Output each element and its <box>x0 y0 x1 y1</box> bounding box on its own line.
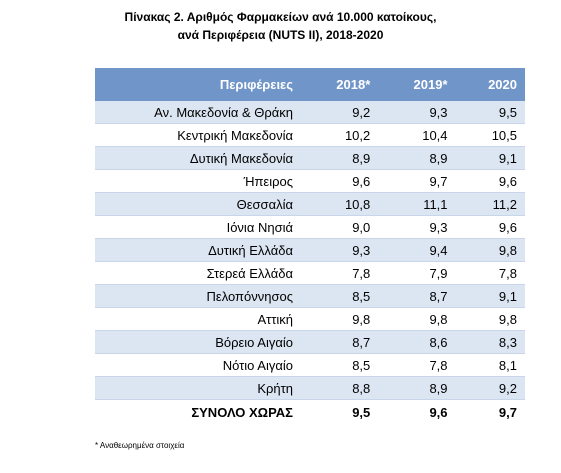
total-label: ΣΥΝΟΛΟ ΧΩΡΑΣ <box>191 404 293 420</box>
value-cell: 10,4 <box>378 123 456 147</box>
table-row: Κεντρική Μακεδονία 10,2 10,4 10,5 <box>95 123 525 147</box>
table-row: Δυτική Μακεδονία 8,9 8,9 9,1 <box>95 146 525 170</box>
value-cell: 7,8 <box>301 261 379 285</box>
table-row: Θεσσαλία 10,8 11,1 11,2 <box>95 192 525 216</box>
table-row: Στερεά Ελλάδα 7,8 7,9 7,8 <box>95 261 525 285</box>
value-cell: 9,0 <box>301 215 379 239</box>
value-cell: 9,3 <box>301 238 379 262</box>
footnote: * Αναθεωρημένα στοιχεία <box>95 441 185 450</box>
title-line: ανά Περιφέρεια (NUTS II), 2018-2020 <box>177 28 384 42</box>
value-cell: 9,4 <box>378 238 456 262</box>
region-cell: Κεντρική Μακεδονία <box>95 123 301 147</box>
total-row: ΣΥΝΟΛΟ ΧΩΡΑΣ 9,5 9,6 9,7 <box>95 400 525 425</box>
value-cell: 8,7 <box>378 284 456 308</box>
title-line: Πίνακας 2. Αριθμός Φαρμακείων ανά 10.000… <box>124 10 437 24</box>
value-cell: 11,1 <box>378 192 456 216</box>
region-cell: Κρήτη <box>95 376 301 400</box>
value-cell: 9,7 <box>378 169 456 193</box>
table-row: Αν. Μακεδονία & Θράκη 9,2 9,3 9,5 <box>95 101 525 124</box>
value-cell: 9,6 <box>455 215 525 239</box>
value-cell: 8,9 <box>301 146 379 170</box>
value-cell: 9,2 <box>301 101 379 124</box>
value-cell: 8,9 <box>378 376 456 400</box>
value-cell: 10,5 <box>455 123 525 147</box>
value-cell: 9,6 <box>301 169 379 193</box>
value-cell: 9,8 <box>301 307 379 331</box>
region-cell: Πελοπόννησος <box>95 284 301 308</box>
table-row: Κρήτη 8,8 8,9 9,2 <box>95 376 525 400</box>
total-value: 9,6 <box>429 404 448 420</box>
region-cell: Θεσσαλία <box>95 192 301 216</box>
value-cell: 8,3 <box>455 330 525 354</box>
column-header: 2018* <box>301 68 379 101</box>
value-cell: 7,8 <box>378 353 456 377</box>
column-header: 2019* <box>378 68 456 101</box>
region-cell: Αττική <box>95 307 301 331</box>
value-cell: 8,1 <box>455 353 525 377</box>
table-row: Βόρειο Αιγαίο 8,7 8,6 8,3 <box>95 330 525 354</box>
value-cell: 8,8 <box>301 376 379 400</box>
region-cell: Νότιο Αιγαίο <box>95 353 301 377</box>
total-value: 9,5 <box>352 404 371 420</box>
region-cell: Δυτική Ελλάδα <box>95 238 301 262</box>
table-row: Πελοπόννησος 8,5 8,7 9,1 <box>95 284 525 308</box>
value-cell: 11,2 <box>455 192 525 216</box>
column-header: 2020 <box>455 68 525 101</box>
value-cell: 10,8 <box>301 192 379 216</box>
value-cell: 8,6 <box>378 330 456 354</box>
table-row: Νότιο Αιγαίο 8,5 7,8 8,1 <box>95 353 525 377</box>
value-cell: 9,1 <box>455 284 525 308</box>
value-cell: 8,5 <box>301 353 379 377</box>
region-cell: Ήπειρος <box>95 169 301 193</box>
column-header: Περιφέρειες <box>95 68 301 101</box>
value-cell: 9,8 <box>378 307 456 331</box>
table-row: Ιόνια Νησιά 9,0 9,3 9,6 <box>95 215 525 239</box>
table-row: Δυτική Ελλάδα 9,3 9,4 9,8 <box>95 238 525 262</box>
value-cell: 7,8 <box>455 261 525 285</box>
value-cell: 8,9 <box>378 146 456 170</box>
value-cell: 8,5 <box>301 284 379 308</box>
region-cell: Στερεά Ελλάδα <box>95 261 301 285</box>
value-cell: 9,3 <box>378 215 456 239</box>
region-cell: Βόρειο Αιγαίο <box>95 330 301 354</box>
value-cell: 10,2 <box>301 123 379 147</box>
value-cell: 9,3 <box>378 101 456 124</box>
value-cell: 9,1 <box>455 146 525 170</box>
data-table: Περιφέρειες 2018* 2019* 2020 Αν. Μακεδονία &… <box>95 68 525 424</box>
region-cell: Αν. Μακεδονία & Θράκη <box>95 101 301 124</box>
value-cell: 9,6 <box>455 169 525 193</box>
value-cell: 9,8 <box>455 238 525 262</box>
table-row: Ήπειρος 9,6 9,7 9,6 <box>95 169 525 193</box>
value-cell: 9,5 <box>455 101 525 124</box>
value-cell: 9,2 <box>455 376 525 400</box>
table-row: Αττική 9,8 9,8 9,8 <box>95 307 525 331</box>
region-cell: Δυτική Μακεδονία <box>95 146 301 170</box>
region-cell: Ιόνια Νησιά <box>95 215 301 239</box>
value-cell: 9,8 <box>455 307 525 331</box>
value-cell: 7,9 <box>378 261 456 285</box>
value-cell: 8,7 <box>301 330 379 354</box>
total-value: 9,7 <box>498 404 517 420</box>
